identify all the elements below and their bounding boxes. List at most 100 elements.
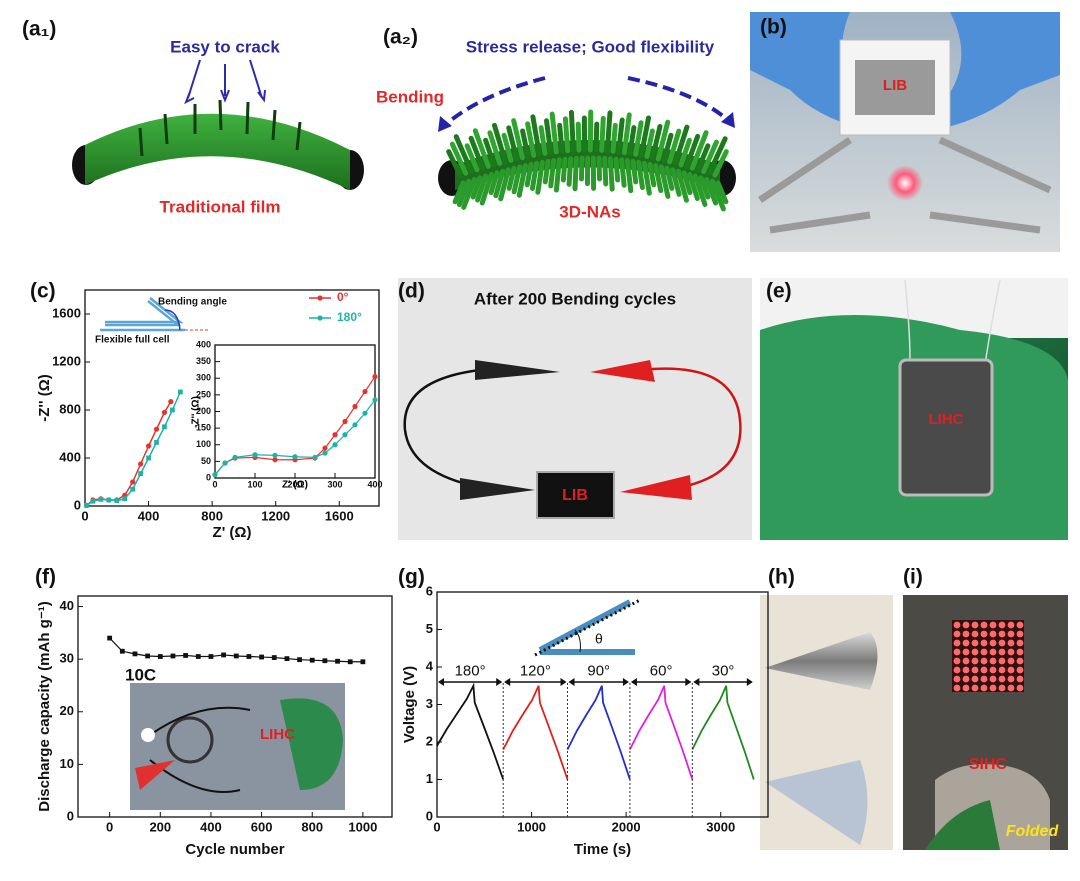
- nanorod: [621, 112, 632, 156]
- data-point: [272, 457, 278, 463]
- nanorod: [498, 167, 511, 202]
- data-point: [332, 442, 338, 448]
- data-point: [162, 424, 167, 430]
- nanorod: [446, 149, 463, 178]
- inset-x-label: Z' (Ω): [282, 480, 308, 491]
- nanorod: [572, 155, 579, 192]
- arrow-head: [693, 678, 753, 686]
- nanorod: [461, 177, 477, 210]
- x-tick-label: 0: [81, 508, 88, 523]
- y-tick-label: 100: [196, 439, 211, 449]
- panel-label: (e): [766, 280, 792, 303]
- nanorod: [650, 123, 663, 161]
- black-clip: [475, 360, 560, 380]
- black-clip: [460, 478, 535, 500]
- y-tick-label: 6: [426, 583, 433, 598]
- x-axis-label: Cycle number: [185, 841, 284, 858]
- nanorod: [553, 157, 562, 193]
- photo-tag: SIHC: [969, 756, 1008, 773]
- y-tick-label: 300: [196, 373, 211, 383]
- y-axis-label: Discharge capacity (mAh g⁻¹): [36, 601, 53, 811]
- angle-diagram: [538, 599, 635, 655]
- data-point: [170, 653, 176, 659]
- nanorod: [633, 120, 644, 157]
- data-point: [154, 440, 159, 445]
- led-dot: [1007, 648, 1015, 656]
- y-tick-label: 800: [59, 401, 81, 416]
- data-point: [168, 399, 174, 405]
- led-dot: [989, 675, 997, 683]
- led-dot: [962, 666, 970, 674]
- nanorod: [491, 122, 508, 165]
- traditional-film: [85, 113, 350, 190]
- nanorod: [619, 157, 627, 188]
- nanorod: [692, 173, 708, 207]
- led-dot: [980, 657, 988, 665]
- x-tick-label: 0: [212, 479, 217, 489]
- x-tick-label: 100: [247, 479, 262, 489]
- led-dot: [962, 675, 970, 683]
- data-point: [322, 445, 328, 451]
- segment-label: 30°: [712, 662, 735, 679]
- black-wire: [403, 368, 481, 487]
- led-dot: [989, 657, 997, 665]
- led-dot: [1007, 675, 1015, 683]
- nanorod: [636, 159, 645, 191]
- y-tick-label: 0: [426, 808, 433, 823]
- y-tick-label: 20: [60, 703, 74, 718]
- data-point: [122, 496, 128, 502]
- nanorod: [535, 159, 545, 195]
- inset-label: θ: [595, 631, 603, 647]
- panel-label: (c): [30, 280, 56, 303]
- data-point: [146, 455, 151, 461]
- nanorod: [593, 121, 600, 153]
- nanorod: [562, 116, 571, 154]
- c-diagram: [100, 297, 210, 332]
- data-point: [138, 471, 144, 476]
- data-point: [246, 654, 252, 659]
- nanorod: [647, 161, 657, 188]
- data-point: [170, 407, 175, 413]
- x-tick-label: 800: [301, 819, 323, 834]
- nanorod: [641, 160, 652, 196]
- led-dot: [989, 666, 997, 674]
- y-tick-label: 2: [426, 733, 433, 748]
- nanorod: [689, 130, 709, 171]
- led-dot: [971, 666, 979, 674]
- nanorod: [525, 121, 537, 158]
- device: [898, 358, 994, 497]
- inset-y-label: -Z'' (Ω): [191, 396, 202, 428]
- diagram-caption: Traditional film: [160, 197, 281, 216]
- arrow-head: [721, 112, 735, 128]
- data-point: [360, 659, 366, 665]
- led-dot: [998, 666, 1006, 674]
- led-dot: [998, 639, 1006, 647]
- diagram-caption: 3D-NAs: [559, 202, 620, 221]
- nanorod: [712, 149, 729, 178]
- led-dot: [998, 657, 1006, 665]
- photo-tag: LIB: [883, 77, 907, 94]
- data-point: [130, 479, 136, 485]
- led-dot: [998, 675, 1006, 683]
- y-tick-label: 0: [67, 808, 74, 823]
- nanorod: [456, 178, 472, 208]
- legend-marker: [317, 295, 323, 301]
- led-dot: [1016, 684, 1024, 692]
- x-tick-label: 400: [200, 819, 222, 834]
- data-point: [335, 658, 340, 664]
- data-point: [208, 654, 214, 659]
- y-tick-label: 1: [426, 771, 433, 786]
- nanorod: [511, 164, 523, 195]
- nanorod: [464, 143, 480, 173]
- nanorod: [493, 168, 506, 199]
- logo: [166, 716, 214, 764]
- plot-frame: [84, 289, 380, 507]
- data-point: [352, 403, 358, 410]
- nanorod: [475, 173, 489, 203]
- data-point: [332, 432, 338, 438]
- x-tick-label: 200: [287, 479, 302, 489]
- data-point: [272, 452, 278, 458]
- led-dot: [971, 639, 979, 647]
- y-tick-label: 10: [60, 756, 74, 771]
- y-tick-label: 30: [60, 651, 74, 666]
